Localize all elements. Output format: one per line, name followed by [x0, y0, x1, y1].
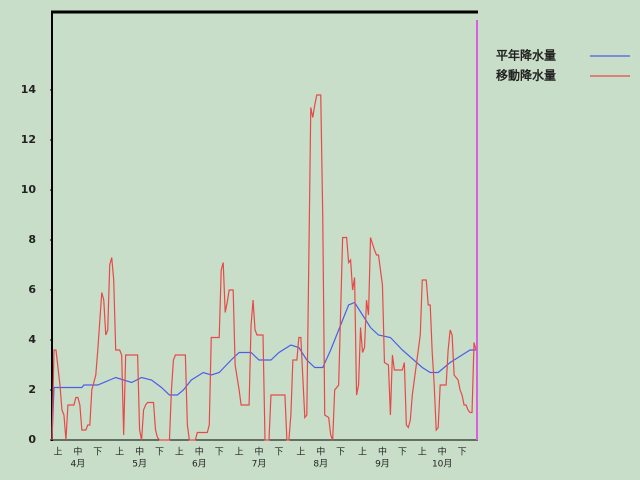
y-tick-label: 8	[28, 233, 36, 246]
y-tick-label: 14	[21, 83, 37, 96]
x-tick-label: 上	[115, 447, 124, 458]
month-label: 10月	[432, 459, 452, 470]
y-tick-label: 10	[21, 183, 37, 196]
x-tick-label: 下	[336, 448, 345, 458]
y-tick-label: 2	[28, 383, 36, 396]
x-tick-label: 下	[274, 448, 283, 458]
x-tick-label: 下	[398, 448, 407, 458]
month-label: 6月	[192, 459, 207, 470]
month-label: 4月	[71, 459, 86, 470]
x-tick-label: 下	[215, 448, 224, 458]
x-tick-label: 上	[175, 447, 184, 458]
x-tick-label: 下	[458, 448, 467, 458]
x-tick-label: 中	[135, 446, 144, 458]
x-tick-label: 上	[418, 447, 427, 458]
x-tick-label: 上	[358, 447, 367, 458]
x-tick-label: 中	[73, 446, 82, 458]
x-tick-label: 上	[235, 447, 244, 458]
y-tick-label: 12	[21, 133, 36, 146]
month-label: 7月	[252, 459, 267, 470]
x-tick-label: 上	[296, 447, 305, 458]
month-label: 9月	[375, 459, 390, 470]
series-line	[51, 301, 477, 441]
x-tick-label: 中	[195, 446, 204, 458]
legend-label: 平年降水量	[496, 48, 556, 63]
x-tick-label: 上	[53, 447, 62, 458]
x-tick-label: 中	[378, 446, 387, 458]
series-line	[51, 94, 477, 441]
month-label: 8月	[313, 459, 328, 470]
y-tick-label: 6	[28, 283, 36, 296]
y-tick-label: 0	[28, 433, 36, 446]
x-tick-label: 下	[93, 448, 102, 458]
x-tick-label: 中	[255, 446, 264, 458]
x-tick-label: 下	[155, 448, 164, 458]
x-tick-label: 中	[438, 446, 447, 458]
month-label: 5月	[132, 459, 147, 470]
legend-label: 移動降水量	[496, 68, 556, 83]
y-tick-label: 4	[28, 333, 36, 346]
x-tick-label: 中	[316, 446, 325, 458]
